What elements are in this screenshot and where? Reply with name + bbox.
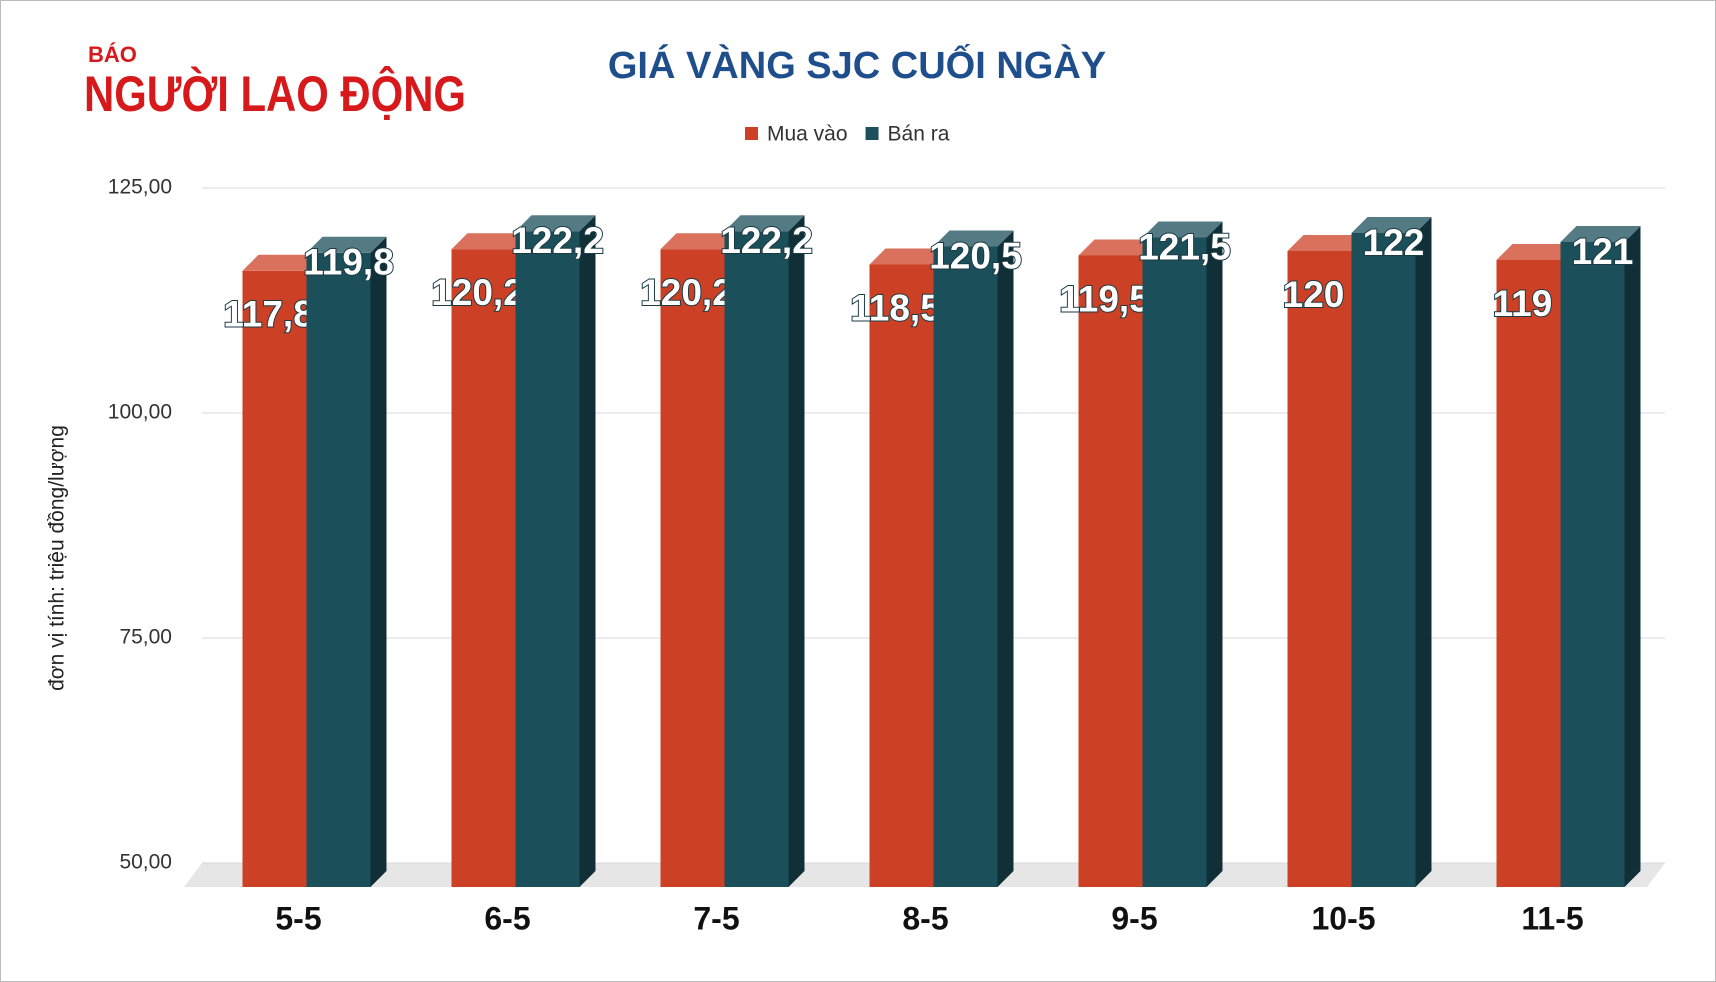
bar-side [1624, 226, 1641, 887]
bar-front [1287, 251, 1352, 887]
legend: Mua vào Bán ra [745, 123, 950, 146]
bar-side [370, 236, 387, 888]
y-tick-label: 100,00 [108, 401, 172, 424]
bar-front [306, 252, 371, 888]
legend-label: Mua vào [767, 123, 848, 146]
bar-front [1142, 237, 1207, 887]
bar-front [515, 231, 580, 887]
bar-top [724, 215, 805, 232]
bar-front [933, 246, 998, 887]
x-tick-label: 10-5 [1311, 900, 1375, 936]
bar-front [1351, 233, 1416, 887]
y-tick-label: 50,00 [119, 851, 172, 874]
y-tick-label: 125,00 [108, 176, 172, 199]
bar-front [724, 231, 789, 887]
bar-top [451, 233, 532, 250]
data-label: 119,8 [303, 242, 394, 283]
x-tick-label: 6-5 [484, 900, 530, 936]
bar-top [306, 236, 387, 253]
y-tick-label: 75,00 [119, 626, 172, 649]
bar-side [579, 215, 596, 887]
bar-front [660, 249, 725, 887]
legend-swatch [865, 127, 879, 140]
x-tick-label: 11-5 [1521, 900, 1583, 936]
bar-top [1351, 217, 1432, 233]
data-label: 119,5 [1059, 278, 1150, 319]
data-label: 121 [1572, 231, 1634, 272]
bar-side [997, 230, 1014, 887]
bar [1351, 217, 1432, 887]
bar-front [1496, 260, 1561, 887]
bar [1560, 226, 1641, 887]
data-label: 120,2 [640, 272, 733, 313]
bar-top [869, 248, 950, 265]
bar-front [869, 264, 934, 887]
bar [933, 230, 1014, 887]
data-label: 122 [1363, 222, 1425, 263]
x-tick-label: 8-5 [902, 900, 948, 936]
x-tick-label: 9-5 [1111, 900, 1157, 936]
data-label: 118,5 [850, 287, 941, 328]
bar [1142, 221, 1223, 887]
data-label: 120,2 [431, 272, 524, 313]
legend-label: Bán ra [888, 123, 950, 146]
bar-top [1142, 221, 1223, 238]
bar-front [451, 249, 516, 887]
chart-title: GIÁ VÀNG SJC CUỐI NGÀY [608, 42, 1106, 87]
bar-top [1560, 226, 1641, 242]
bar-front [242, 270, 307, 887]
legend-swatch [745, 127, 758, 140]
bar-front [1560, 242, 1625, 887]
bar [306, 236, 387, 888]
y-axis-label: đơn vị tính: triệu đồng/lượng [46, 425, 69, 691]
bar-side [1415, 217, 1432, 887]
bar-top [1496, 244, 1577, 260]
bar-top [1287, 235, 1368, 251]
data-label: 117,8 [223, 294, 314, 335]
data-label: 122,2 [720, 220, 813, 261]
x-tick-label: 7-5 [693, 900, 739, 936]
logo-small: BÁO [88, 42, 137, 67]
bar-side [788, 215, 805, 887]
bar-top [933, 230, 1014, 247]
data-label: 119 [1493, 283, 1553, 324]
bar-top [242, 254, 323, 271]
data-label: 120,5 [929, 235, 1022, 276]
bar [515, 215, 596, 887]
bar-top [1078, 239, 1159, 256]
bar [724, 215, 805, 887]
bar-top [515, 215, 596, 232]
data-label: 122,2 [511, 220, 604, 261]
data-label: 120 [1283, 274, 1345, 315]
bar-front [1078, 255, 1143, 887]
x-tick-label: 5-5 [275, 900, 321, 936]
data-label: 121,5 [1138, 226, 1231, 267]
bar-side [1206, 221, 1223, 887]
logo-name: NGƯỜI LAO ĐỘNG [84, 65, 466, 122]
bar-top [660, 233, 741, 250]
